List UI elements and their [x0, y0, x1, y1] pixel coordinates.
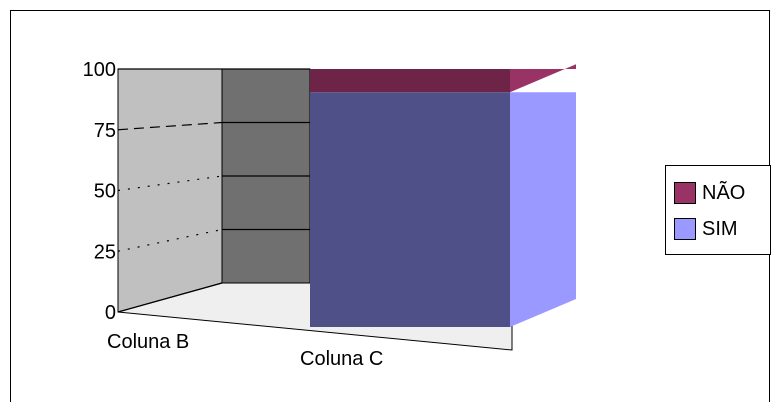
grid-line-side-75	[117, 121, 223, 131]
bars-layer	[310, 64, 576, 327]
y-tick-label-75: 75	[94, 120, 116, 142]
y-tick-label-25: 25	[94, 241, 116, 263]
grid-lines	[117, 68, 310, 313]
x-tick-label-0: Coluna B	[107, 331, 189, 353]
legend-item-sim: SIM	[674, 214, 738, 244]
grid-line-side-0	[117, 282, 223, 313]
bar-sim-1-side	[510, 92, 576, 327]
y-axis-ticks: 0 25 50 75 100	[83, 59, 116, 324]
legend-swatch-nao	[674, 182, 696, 204]
legend-label-sim: SIM	[702, 217, 738, 240]
bar-não-1-side	[510, 64, 576, 93]
legend-label-nao: NÃO	[702, 181, 746, 204]
legend: NÃO SIM	[665, 165, 771, 255]
bar-não-1-front	[310, 69, 510, 93]
legend-swatch-sim	[674, 218, 696, 240]
bar-sim-1-front	[310, 92, 510, 327]
side-wall	[117, 68, 223, 313]
y-tick-label-100: 100	[83, 59, 116, 81]
y-tick-label-0: 0	[105, 302, 116, 324]
x-tick-label-1: Coluna C	[300, 348, 383, 370]
y-tick-label-50: 50	[94, 181, 116, 203]
legend-item-nao: NÃO	[674, 178, 745, 208]
